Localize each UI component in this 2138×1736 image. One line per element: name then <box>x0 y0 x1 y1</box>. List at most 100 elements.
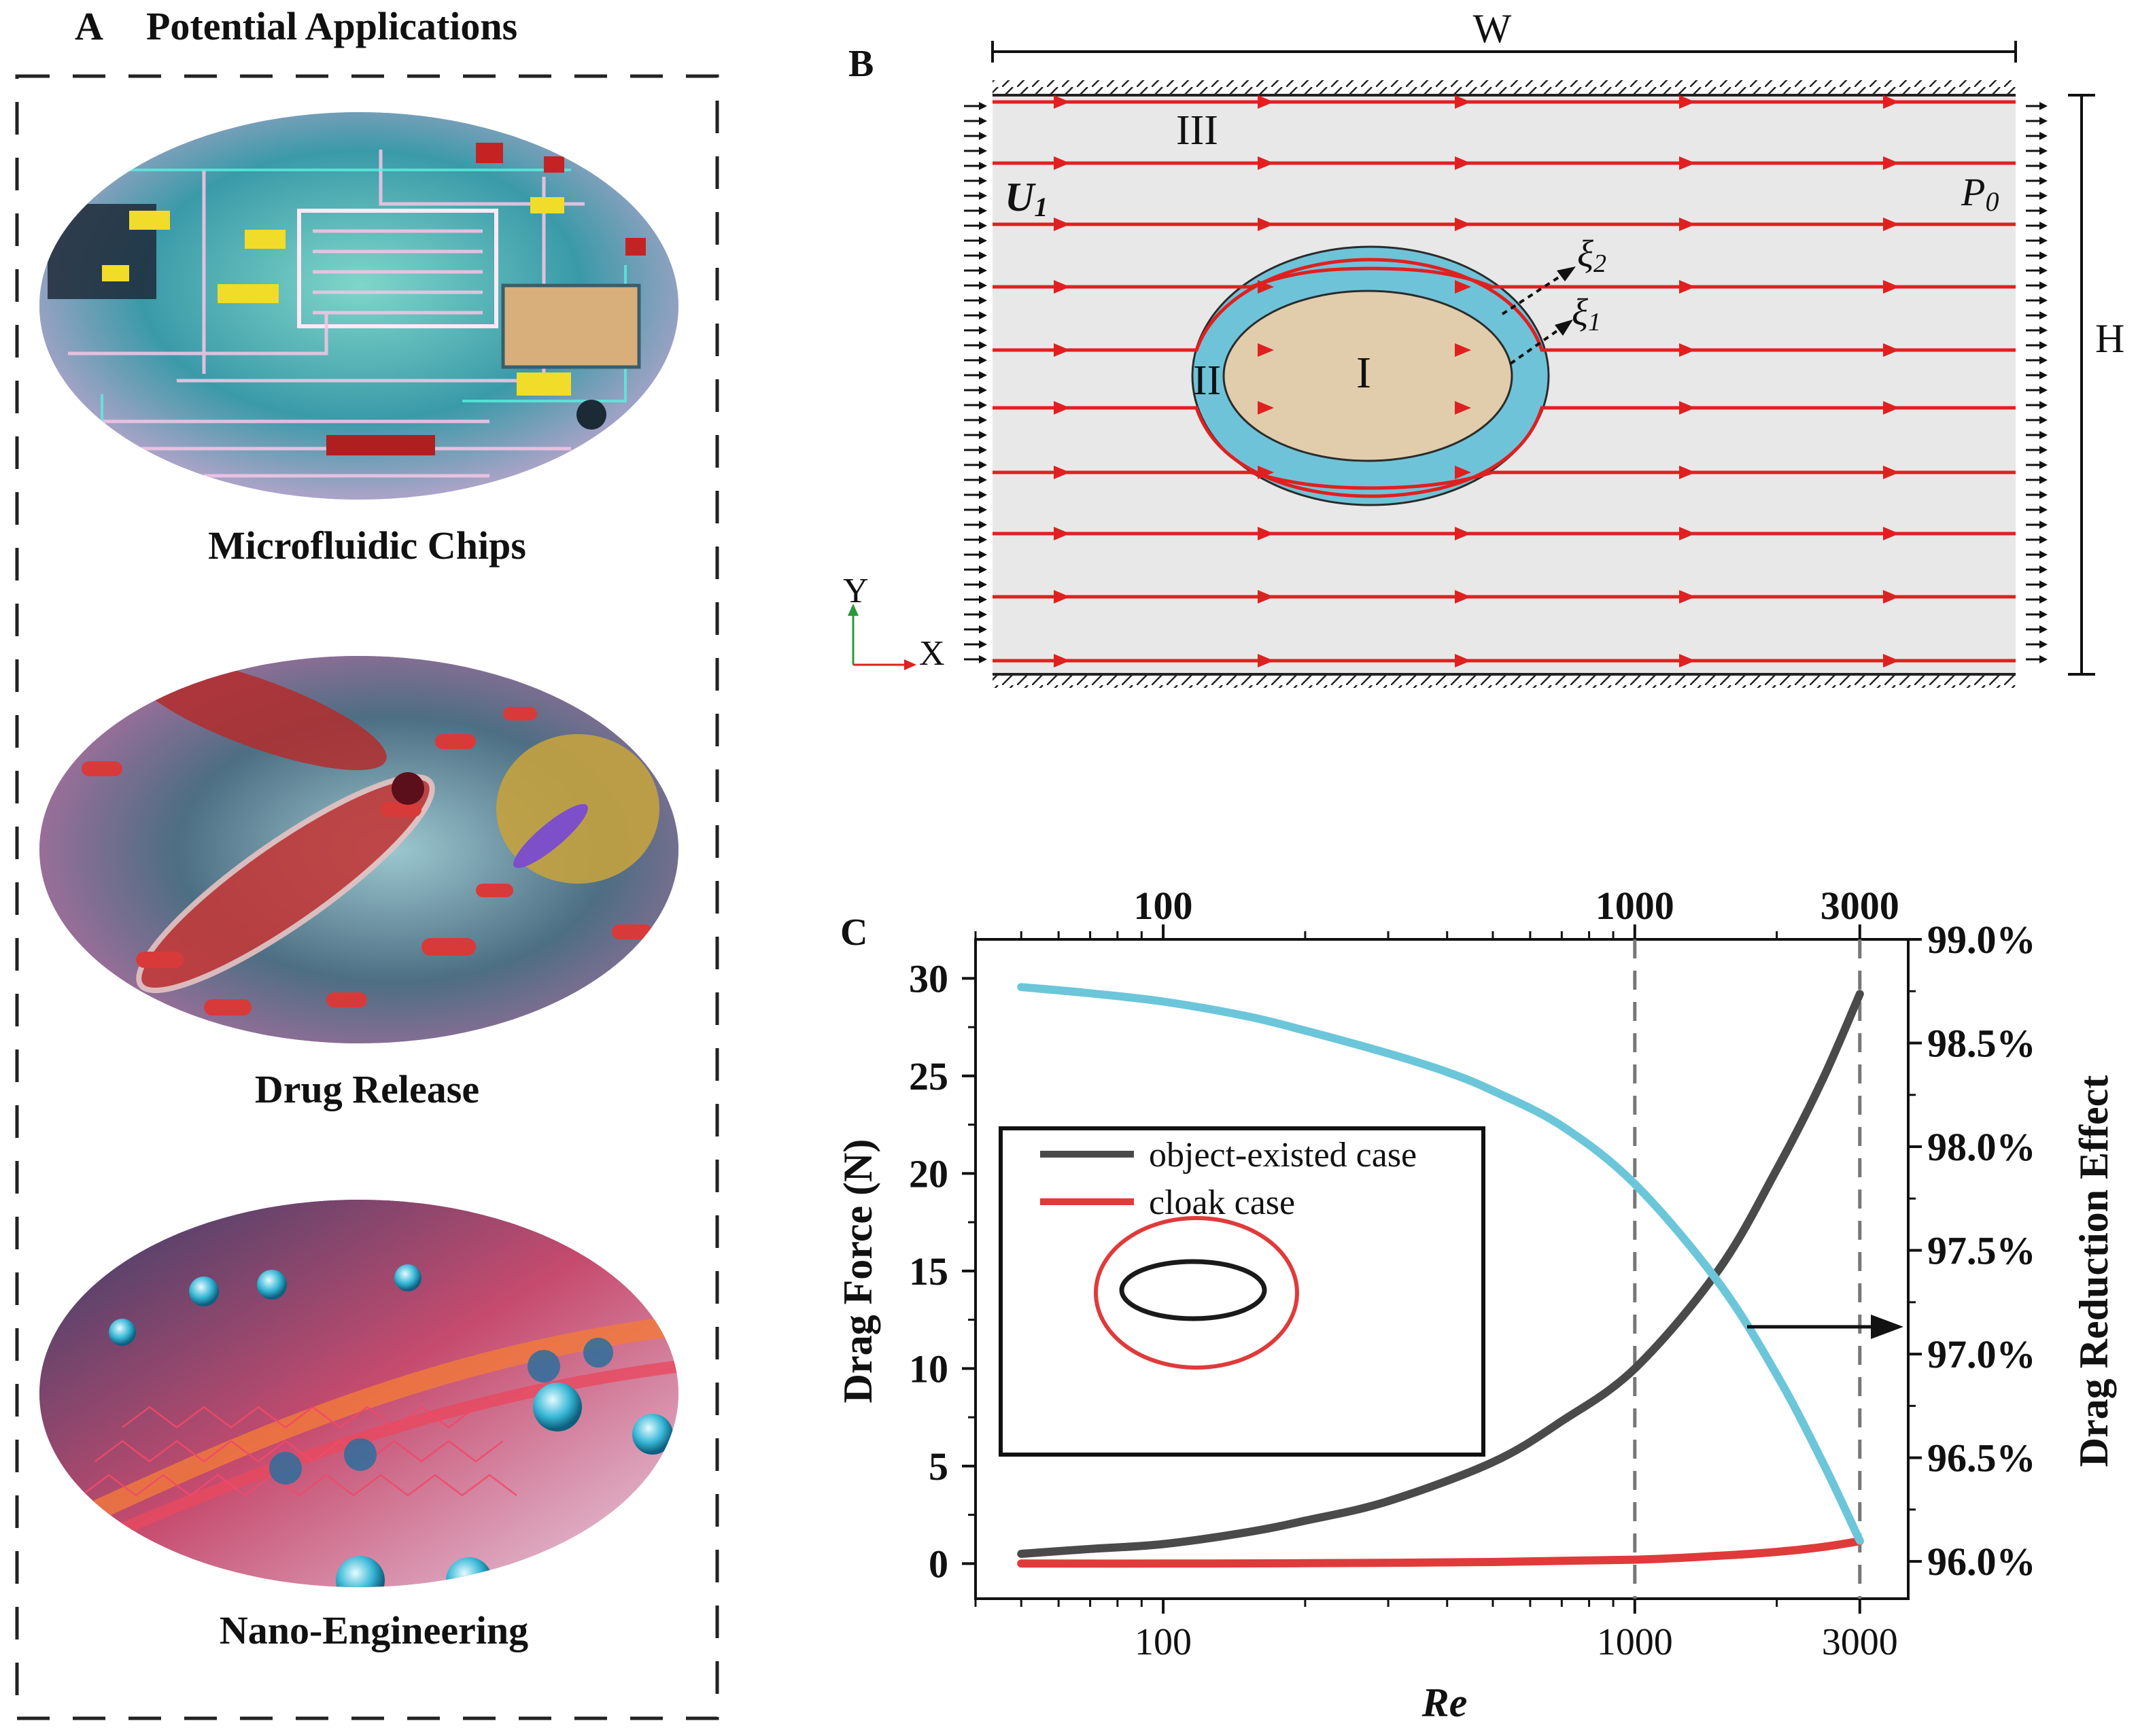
inlet-arrowhead <box>979 625 987 633</box>
y-tick-label: 10 <box>909 1347 948 1391</box>
applications-dashed-frame <box>15 74 719 1720</box>
outlet-arrowhead <box>2039 251 2048 260</box>
streamline-arrowhead <box>1054 590 1070 604</box>
inlet-velocity-label: U1 <box>1005 175 1048 222</box>
outlet-arrows <box>2026 102 2048 663</box>
outlet-arrowhead <box>2039 446 2048 454</box>
streamline-arrowhead <box>1054 156 1070 170</box>
streamline-arrowhead <box>1258 590 1274 604</box>
inlet-arrowhead <box>979 356 987 364</box>
streamline-arrowhead <box>1455 95 1471 109</box>
streamline-arrowhead <box>1679 654 1695 667</box>
streamline-arrowhead <box>1054 95 1070 109</box>
outlet-arrowhead <box>2039 506 2048 514</box>
inlet-arrowhead <box>979 251 987 260</box>
outlet-pressure-label: P0 <box>1961 170 1999 217</box>
outlet-arrowhead <box>2039 356 2048 364</box>
streamline-arrowhead <box>1054 527 1070 540</box>
outlet-arrowhead <box>2039 580 2048 589</box>
inlet-arrowhead <box>979 296 987 305</box>
outlet-arrowhead <box>2039 296 2048 305</box>
panel-b-letter: B <box>848 43 874 85</box>
series-drag-reduction <box>1017 983 1864 1545</box>
outlet-arrowhead <box>2039 341 2048 349</box>
inlet-arrowhead <box>979 655 987 663</box>
inlet-arrowhead <box>979 207 987 215</box>
inlet-arrowhead <box>979 311 987 319</box>
outlet-arrowhead <box>2039 640 2048 648</box>
streamline-arrowhead <box>1679 218 1695 231</box>
outlet-arrowhead <box>2039 147 2048 155</box>
x-top-tick-label: 100 <box>1134 884 1193 928</box>
nano-engineering-illustration <box>39 1200 678 1587</box>
outlet-arrowhead <box>2039 521 2048 529</box>
streamline-arrowhead <box>1679 466 1695 479</box>
outlet-arrowhead <box>2039 401 2048 409</box>
inlet-arrowhead <box>979 461 987 469</box>
streamline-arrowhead <box>1455 527 1471 540</box>
inlet-arrowhead <box>979 341 987 349</box>
y2-tick-label: 96.5% <box>1927 1436 2036 1480</box>
inlet-arrowhead <box>979 595 987 604</box>
y-tick-label: 15 <box>909 1249 948 1294</box>
inlet-arrowhead <box>979 132 987 140</box>
inlet-arrowhead <box>979 536 987 544</box>
axis-y-label: Y <box>843 572 869 610</box>
streamline <box>993 406 2016 498</box>
outlet-arrowhead <box>2039 222 2048 230</box>
inlet-arrowhead <box>979 446 987 454</box>
streamline-arrowhead <box>1054 343 1070 357</box>
chart-layer: 100 1000 3000 100 1000 3000 0 5 10 15 20 25 30 96.0% 9… <box>909 884 2036 1663</box>
streamline-arrowhead <box>1054 218 1070 231</box>
outlet-arrowhead <box>2039 132 2048 140</box>
inlet-arrowhead <box>979 640 987 648</box>
outlet-arrowhead <box>2039 461 2048 469</box>
streamline-arrowhead <box>1883 466 1899 479</box>
xi1-arrow <box>1509 325 1565 365</box>
outlet-arrowhead <box>2039 326 2048 334</box>
outlet-arrowhead <box>2039 610 2048 619</box>
streamline-arrowhead <box>1679 280 1695 294</box>
y-tick-label: 0 <box>929 1542 948 1586</box>
drug-release-illustration <box>39 656 678 1043</box>
y2-tick-label: 98.5% <box>1927 1022 2036 1066</box>
outlet-arrowhead <box>2039 431 2048 439</box>
inlet-arrowhead <box>979 401 987 409</box>
inlet-arrowhead <box>979 147 987 155</box>
panel-c-letter: C <box>840 912 867 954</box>
streamline <box>993 470 2016 490</box>
streamline-arrowhead <box>1054 654 1070 667</box>
streamline-arrowhead <box>1679 401 1695 415</box>
streamline-arrowhead <box>1883 527 1899 540</box>
inlet-arrowhead <box>979 117 987 125</box>
streamline-arrowhead <box>1455 466 1471 479</box>
outlet-arrowhead <box>2039 371 2048 379</box>
y2-tick-label: 99.0% <box>1927 918 2036 962</box>
outlet-arrowhead <box>2039 266 2048 275</box>
y2-tick-label: 97.5% <box>1927 1229 2036 1273</box>
outlet-arrowhead <box>2039 625 2048 633</box>
x-axis-title: Re <box>1421 1680 1468 1725</box>
plot-frame <box>974 938 1910 1600</box>
streamline-arrowhead <box>1258 280 1274 294</box>
streamline-arrowhead <box>1679 590 1695 604</box>
streamline-arrowhead <box>1883 156 1899 170</box>
inlet-arrowhead <box>979 162 987 170</box>
outlet-arrowhead <box>2039 192 2048 200</box>
x-tick-label: 100 <box>1135 1621 1192 1663</box>
streamline-arrowhead <box>1679 527 1695 540</box>
inlet-arrowhead <box>979 610 987 619</box>
streamline-arrowhead <box>1258 401 1274 415</box>
inlet-arrowhead <box>979 491 987 499</box>
streamline-arrowhead <box>1679 156 1695 170</box>
outlet-arrowhead <box>2039 491 2048 499</box>
inlet-arrowhead <box>979 506 987 514</box>
legend-label-cloak: cloak case <box>1149 1183 1295 1222</box>
y2-tick-label: 96.0% <box>1927 1540 2036 1584</box>
y2-tick-label: 98.0% <box>1927 1125 2036 1169</box>
outlet-arrowhead <box>2039 177 2048 185</box>
xi1-label: ξ1 <box>1572 292 1601 336</box>
application-label-2: Drug Release <box>255 1067 479 1111</box>
streamline-arrowhead <box>1883 401 1899 415</box>
